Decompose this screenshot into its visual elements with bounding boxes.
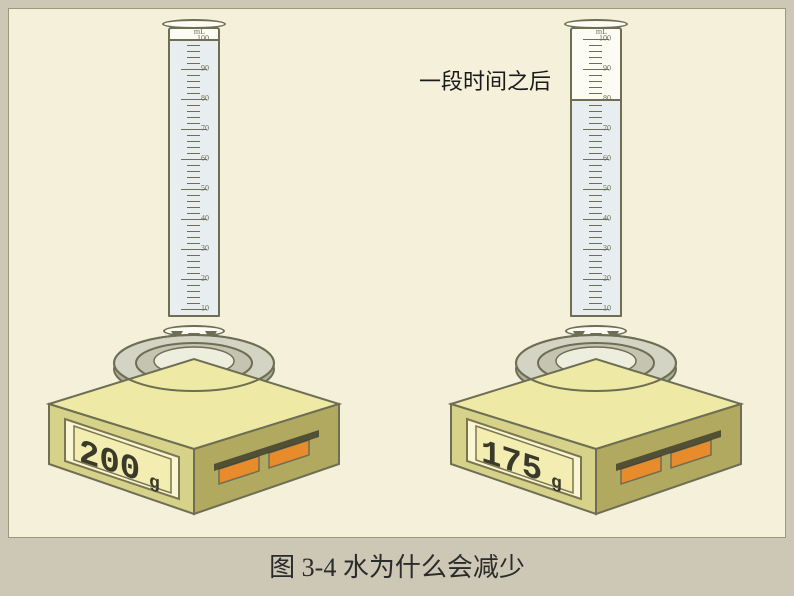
tick-label: 60 xyxy=(589,154,611,163)
tick-label: 90 xyxy=(187,64,209,73)
tick-label: 50 xyxy=(589,184,611,193)
tick-label: 80 xyxy=(187,94,209,103)
display-unit-left: g xyxy=(149,471,160,495)
cylinder-scale: mL 100908070605040302010 xyxy=(583,39,609,309)
graduated-cylinder-right: mL 100908070605040302010 xyxy=(564,19,628,329)
tick-label: 100 xyxy=(589,34,611,43)
display-unit-right: g xyxy=(551,471,562,495)
tick-label: 30 xyxy=(187,244,209,253)
digital-balance-right: 175 g xyxy=(421,299,771,529)
tick-label: 20 xyxy=(187,274,209,283)
annotation-after-time: 一段时间之后 xyxy=(419,64,551,96)
figure-caption: 图 3-4 水为什么会减少 xyxy=(0,547,794,584)
tick-label: 50 xyxy=(187,184,209,193)
figure-area: mL 100908070605040302010 xyxy=(8,8,786,538)
cylinder-scale: mL 100908070605040302010 xyxy=(181,39,207,309)
tick-label: 40 xyxy=(589,214,611,223)
tick-label: 80 xyxy=(589,94,611,103)
tick-label: 70 xyxy=(589,124,611,133)
tick-label: 60 xyxy=(187,154,209,163)
tick-label: 100 xyxy=(187,34,209,43)
tick-label: 30 xyxy=(589,244,611,253)
graduated-cylinder-left: mL 100908070605040302010 xyxy=(162,19,226,329)
tick-label: 90 xyxy=(589,64,611,73)
tick-label: 70 xyxy=(187,124,209,133)
apparatus-before: mL 100908070605040302010 xyxy=(19,19,369,529)
tick-label: 40 xyxy=(187,214,209,223)
digital-balance-left: 200 g xyxy=(19,299,369,529)
tick-label: 20 xyxy=(589,274,611,283)
